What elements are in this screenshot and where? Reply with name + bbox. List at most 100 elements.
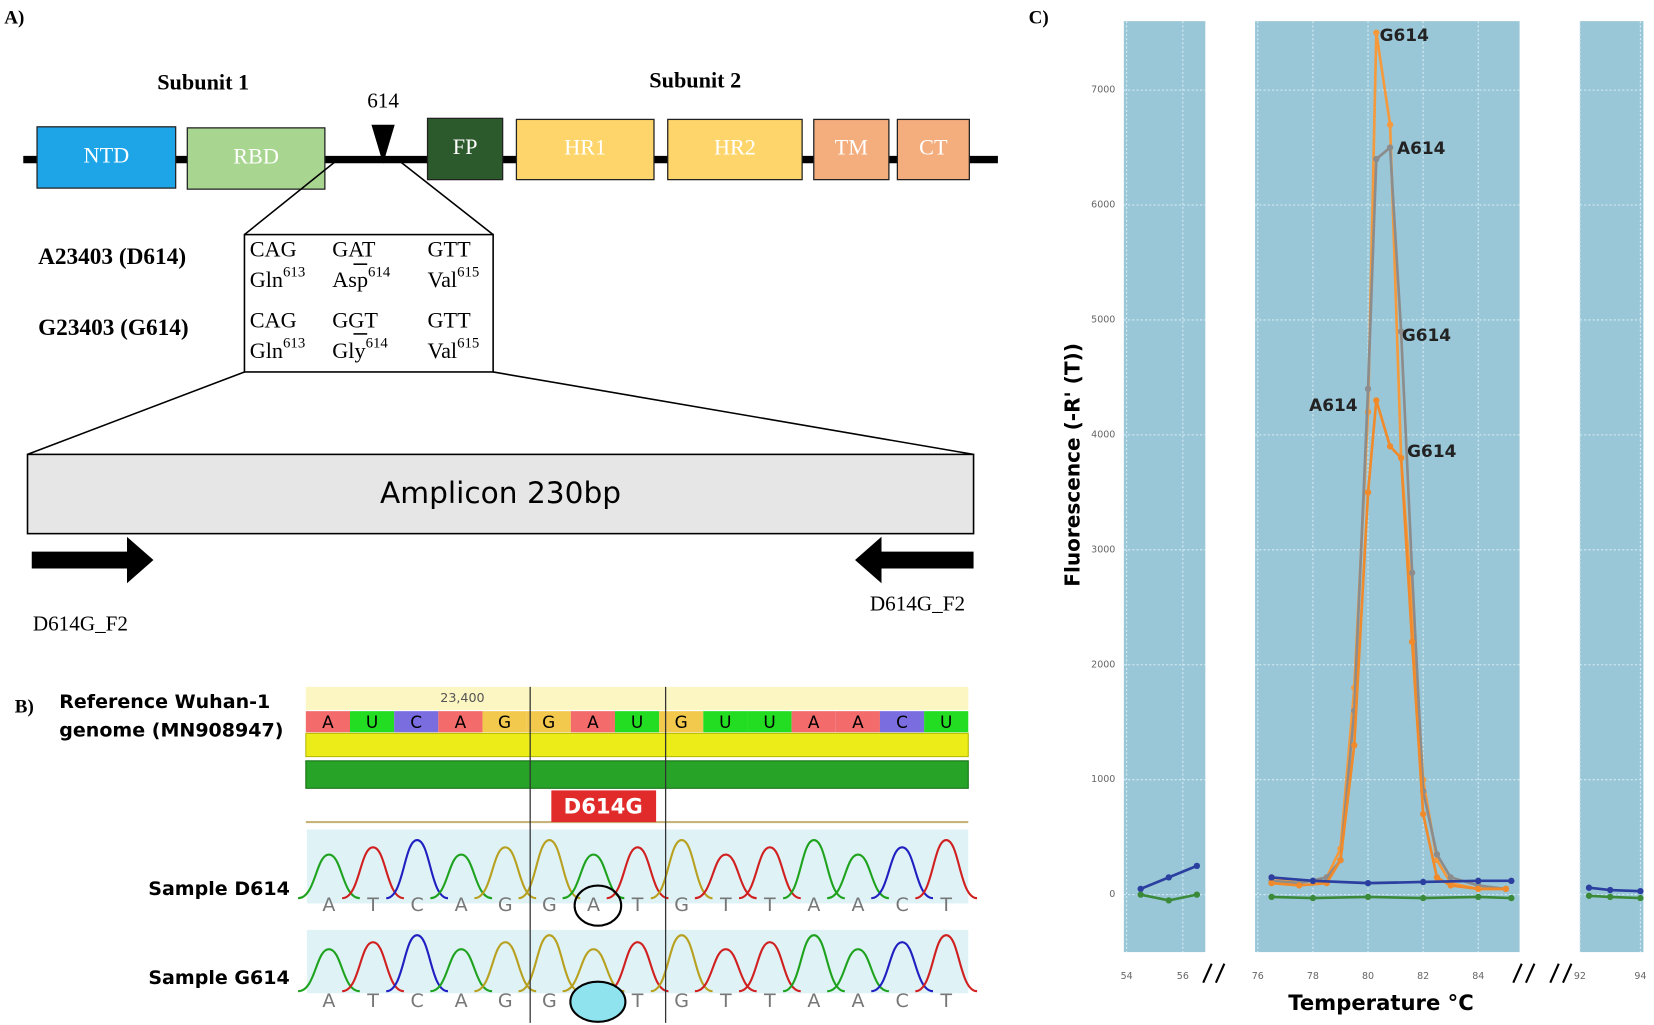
point xyxy=(1295,882,1303,889)
point xyxy=(1309,877,1317,884)
domain-label: TM xyxy=(835,135,869,160)
point xyxy=(1386,443,1394,450)
x-tick-label: 54 xyxy=(1121,971,1133,982)
point xyxy=(1475,877,1482,884)
point xyxy=(1397,454,1405,462)
base-letter: C xyxy=(410,712,422,732)
trace-peak xyxy=(430,853,493,900)
plot-background xyxy=(1579,21,1644,953)
residue: Gln613 xyxy=(250,336,306,363)
trace-peak xyxy=(341,846,405,900)
highlight-circle xyxy=(569,980,627,1023)
base-call: A xyxy=(322,894,335,916)
y-tick-label: 5000 xyxy=(1091,314,1115,325)
base-call: T xyxy=(631,894,644,916)
base-letter: U xyxy=(763,712,775,732)
base-letter: C xyxy=(896,712,908,732)
domain-label: NTD xyxy=(84,143,130,168)
domain-label: FP xyxy=(453,134,478,159)
annotation: G614 xyxy=(1407,441,1456,461)
point xyxy=(1397,328,1405,335)
base-call: T xyxy=(366,894,379,916)
base-call: G xyxy=(542,894,557,916)
site-marker xyxy=(371,124,395,164)
site-label: 614 xyxy=(367,88,399,112)
x-axis-label: Temperature °C xyxy=(1288,990,1474,1015)
codon: GGT xyxy=(332,307,378,332)
domain-label: HR1 xyxy=(564,135,606,160)
mutation-box xyxy=(551,790,657,823)
point xyxy=(1419,878,1427,886)
base-letter: A xyxy=(852,712,864,732)
y-tick-label: 7000 xyxy=(1091,85,1115,96)
codon: CAG xyxy=(250,307,297,332)
base-call: T xyxy=(763,990,776,1012)
trace-peak xyxy=(694,853,757,900)
domain-label: HR2 xyxy=(714,135,756,160)
codon: GTT xyxy=(428,307,472,332)
base-cell xyxy=(438,711,483,733)
trace-peak xyxy=(915,934,978,993)
subunit-label: Subunit 1 xyxy=(157,70,249,95)
base-letter: G xyxy=(498,712,511,732)
point xyxy=(1502,885,1510,893)
axis-break xyxy=(1512,963,1536,984)
point xyxy=(1373,29,1380,36)
point xyxy=(1337,856,1344,864)
primer-label: D614G_F2 xyxy=(870,591,965,615)
zoom-line xyxy=(398,159,494,236)
trace-peak xyxy=(385,934,449,993)
point xyxy=(1373,397,1380,404)
base-call: A xyxy=(852,990,865,1012)
mutation-label: D614G xyxy=(564,793,643,818)
domains: NTD RBD FP HR1 HR2 TM CT xyxy=(36,117,970,190)
domain-box xyxy=(515,118,655,181)
residue-name: Val xyxy=(428,338,458,363)
point xyxy=(1606,886,1614,894)
point xyxy=(1268,893,1275,901)
base-call: G xyxy=(498,894,513,916)
melt-curve-chart: 0 1000 2000 3000 4000 5000 6000 7000 54 56 76 78 80 8… xyxy=(1091,21,1646,984)
base-call: G xyxy=(674,990,689,1012)
residue-name: Gln xyxy=(250,338,283,363)
point xyxy=(1433,874,1441,881)
sample-label: Sample D614 xyxy=(148,878,290,900)
point xyxy=(1637,888,1644,895)
residue: Gly614 xyxy=(332,336,388,363)
domain-box xyxy=(426,117,504,181)
chromatograms: ATCAGGATGTTAACTATCAGGGTGTTAACT xyxy=(297,839,978,1012)
residue-name: Asp xyxy=(332,267,368,292)
point xyxy=(1585,884,1593,891)
feature-bar xyxy=(305,760,969,789)
base-call: A xyxy=(322,990,335,1012)
base-call: C xyxy=(410,894,423,916)
base-call: T xyxy=(763,894,776,916)
trace-box xyxy=(306,929,969,994)
base-cell xyxy=(924,711,969,733)
codon: GTT xyxy=(428,237,472,262)
primer-arrow xyxy=(855,536,974,584)
residue: Gln613 xyxy=(250,265,306,292)
point xyxy=(1447,882,1454,889)
trace-peak xyxy=(385,839,449,900)
point xyxy=(1419,894,1427,902)
base-call: A xyxy=(807,990,820,1012)
domain-box xyxy=(896,118,970,181)
trace-box xyxy=(306,829,969,904)
residue-name: Gly xyxy=(332,338,365,363)
annotation: A614 xyxy=(1309,395,1357,415)
base-cell xyxy=(349,711,395,733)
point xyxy=(1268,874,1275,881)
point xyxy=(1351,742,1358,749)
base-call: T xyxy=(366,990,379,1012)
base-call: A xyxy=(852,894,865,916)
point xyxy=(1193,862,1201,870)
point xyxy=(1508,877,1515,884)
amplicon-label: Amplicon 230bp xyxy=(380,476,621,510)
highlight-circle xyxy=(573,884,623,927)
point xyxy=(1419,810,1427,818)
trace-peak xyxy=(871,846,934,900)
base-letter: A xyxy=(808,712,820,732)
point xyxy=(1637,894,1644,902)
